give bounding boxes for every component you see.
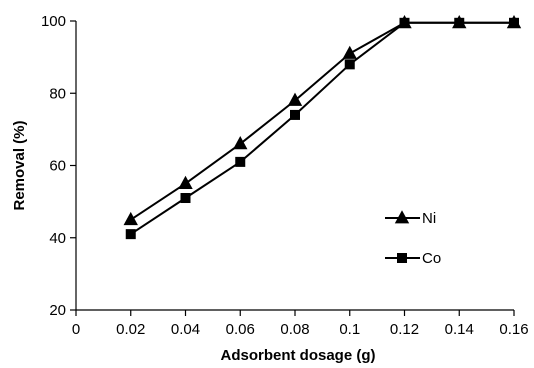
- axes: 20 40 60 80 100 0 0.02 0.04 0.06 0.08 0.1 0.12 0.14 0…: [41, 13, 529, 338]
- x-tick-label: 0.04: [171, 321, 200, 338]
- x-tick-label: 0.1: [339, 321, 360, 338]
- data-point-ni: [233, 136, 248, 150]
- y-tick-label: 20: [49, 302, 66, 319]
- y-tick-label: 60: [49, 158, 66, 175]
- data-point-co: [180, 193, 191, 204]
- x-tick-label: 0.08: [280, 321, 309, 338]
- data-point-co: [344, 59, 355, 70]
- x-tick-label: 0.16: [499, 321, 528, 338]
- series-co: [125, 17, 519, 240]
- legend-marker-co: [397, 253, 407, 263]
- legend-item-co: Co: [385, 250, 441, 267]
- y-tick-label: 40: [49, 230, 66, 247]
- x-tick-label: 0.02: [116, 321, 145, 338]
- y-tick-label: 100: [41, 13, 66, 30]
- series-line-co: [130, 21, 514, 235]
- series-layer: [123, 15, 522, 240]
- legend-marker-ni: [394, 210, 410, 224]
- data-point-ni: [342, 45, 357, 59]
- data-point-co: [235, 156, 246, 167]
- data-point-ni: [123, 211, 138, 226]
- data-point-co: [509, 17, 519, 28]
- legend: Ni Co: [385, 210, 441, 267]
- y-axis-title: Removal (%): [11, 120, 28, 210]
- legend-item-ni: Ni: [385, 210, 436, 227]
- data-point-co: [125, 229, 136, 240]
- x-tick-label: 0: [72, 321, 80, 338]
- legend-label-ni: Ni: [422, 210, 436, 227]
- data-point-co: [290, 109, 300, 120]
- data-point-co: [454, 17, 465, 28]
- legend-label-co: Co: [422, 250, 441, 267]
- data-point-ni: [178, 175, 193, 189]
- x-tick-label: 0.06: [226, 321, 255, 338]
- x-tick-label: 0.14: [445, 321, 474, 338]
- data-point-ni: [287, 92, 303, 106]
- x-tick-label: 0.12: [390, 321, 419, 338]
- data-point-co: [399, 17, 410, 28]
- series-line-ni: [130, 21, 514, 221]
- y-tick-label: 80: [49, 85, 66, 102]
- x-axis-title: Adsorbent dosage (g): [220, 347, 375, 364]
